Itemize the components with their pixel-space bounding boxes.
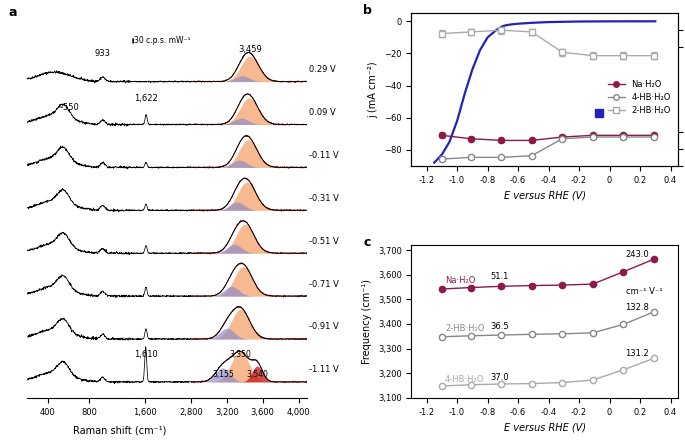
Text: 132.8: 132.8 <box>625 303 649 312</box>
Legend: Na·H₂O, 4-HB·H₂O, 2-HB·H₂O: Na·H₂O, 4-HB·H₂O, 2-HB·H₂O <box>605 76 674 118</box>
Text: -0.71 V: -0.71 V <box>309 279 338 289</box>
Text: a: a <box>9 6 17 19</box>
Text: c: c <box>363 236 371 249</box>
Text: Na·H₂O: Na·H₂O <box>445 276 475 285</box>
Text: 131.2: 131.2 <box>625 350 649 358</box>
Text: 36.5: 36.5 <box>490 322 509 332</box>
X-axis label: E versus RHE (V): E versus RHE (V) <box>503 422 586 432</box>
Text: 933: 933 <box>95 49 111 58</box>
Text: 0.09 V: 0.09 V <box>309 108 336 117</box>
Text: 3,540: 3,540 <box>247 370 269 379</box>
Text: -0.91 V: -0.91 V <box>309 322 338 332</box>
Text: 243.0: 243.0 <box>625 250 649 259</box>
Text: 30 c.p.s. mW⁻¹: 30 c.p.s. mW⁻¹ <box>134 36 191 46</box>
X-axis label: E versus RHE (V): E versus RHE (V) <box>503 190 586 200</box>
Text: b: b <box>363 4 372 17</box>
Text: 1,610: 1,610 <box>134 350 158 359</box>
Text: -1.11 V: -1.11 V <box>309 366 338 374</box>
Text: 0.29 V: 0.29 V <box>309 65 336 74</box>
Text: ~550: ~550 <box>56 103 79 111</box>
Text: -0.31 V: -0.31 V <box>309 194 338 203</box>
Text: -0.11 V: -0.11 V <box>309 151 338 160</box>
Text: 4-HB·H₂O: 4-HB·H₂O <box>445 374 484 384</box>
Text: -0.51 V: -0.51 V <box>309 236 338 246</box>
Text: cm⁻¹ V⁻¹: cm⁻¹ V⁻¹ <box>626 287 663 297</box>
Text: 1,622: 1,622 <box>134 94 158 103</box>
Text: 3,350: 3,350 <box>229 350 251 359</box>
Text: Raman shift (cm⁻¹): Raman shift (cm⁻¹) <box>73 425 166 435</box>
Text: 3,155: 3,155 <box>212 370 234 379</box>
Text: 51.1: 51.1 <box>490 272 509 281</box>
Text: 3,459: 3,459 <box>238 45 262 53</box>
Text: 37.0: 37.0 <box>490 373 509 382</box>
Y-axis label: j (mA cm⁻²): j (mA cm⁻²) <box>369 61 379 118</box>
Text: 2-HB·H₂O: 2-HB·H₂O <box>445 324 484 333</box>
Y-axis label: Frequency (cm⁻¹): Frequency (cm⁻¹) <box>362 279 372 364</box>
